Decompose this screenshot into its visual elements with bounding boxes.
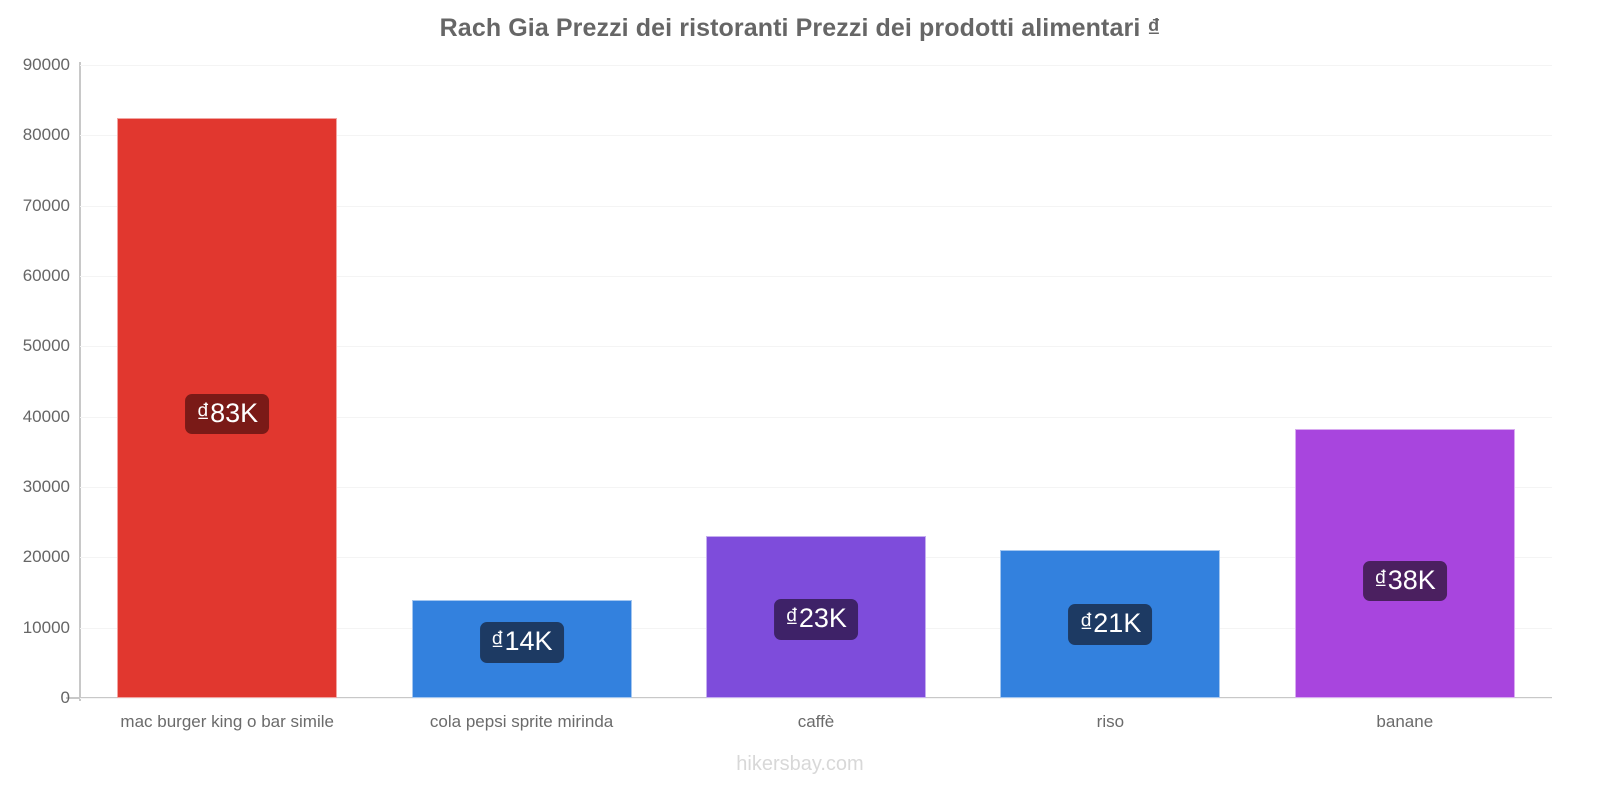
bar-slot: ₫83K <box>117 65 338 698</box>
y-axis-tick-label: 10000 <box>22 617 70 637</box>
x-axis-tick-label: cola pepsi sprite mirinda <box>429 712 614 731</box>
y-axis-tick-label: 90000 <box>22 55 70 74</box>
gridline <box>80 346 1552 348</box>
y-axis-tick-label: 70000 <box>22 195 70 215</box>
y-axis-line <box>79 62 81 701</box>
bar-value-label: ₫23K <box>774 599 858 640</box>
y-axis-tick-label: 50000 <box>22 336 70 356</box>
y-axis-tick-label: 30000 <box>22 477 70 496</box>
x-axis-tick-label: banane <box>1376 712 1434 731</box>
chart-title: Rach Gia Prezzi dei ristoranti Prezzi de… <box>439 14 1161 42</box>
plot-area: ₫83K ₫14K ₫23K ₫21K ₫38K <box>80 65 1552 699</box>
y-axis-tick-label: 60000 <box>22 266 70 285</box>
gridline <box>80 205 1552 207</box>
gridline <box>80 698 1552 699</box>
bar-value-label: ₫83K <box>185 393 270 435</box>
y-axis-tick-label: 80000 <box>22 125 70 145</box>
bar-slot: ₫14K <box>411 65 632 698</box>
x-axis-tick-label: riso <box>1096 712 1125 731</box>
bar-value-label: ₫38K <box>1362 560 1447 602</box>
x-axis-tick-label: mac burger king o bar simile <box>120 712 334 731</box>
gridline <box>80 487 1552 488</box>
gridline <box>80 416 1552 418</box>
bar-slot: ₫21K <box>1000 65 1221 698</box>
gridline <box>80 276 1552 277</box>
gridline <box>80 135 1552 137</box>
bar-value-label: ₫14K <box>479 622 564 663</box>
bar-slot: ₫38K <box>1294 65 1515 698</box>
footer-credit: hikersbay.com <box>736 753 864 775</box>
bar-value-label: ₫21K <box>1068 604 1153 645</box>
bar-slot: ₫23K <box>706 65 926 698</box>
gridline <box>80 65 1552 66</box>
x-axis-tick-label: caffè <box>797 712 835 731</box>
y-axis-tick-label: 0 <box>60 688 70 707</box>
y-axis-tick-label: 40000 <box>22 406 70 426</box>
y-axis-tick-label: 20000 <box>22 547 70 567</box>
